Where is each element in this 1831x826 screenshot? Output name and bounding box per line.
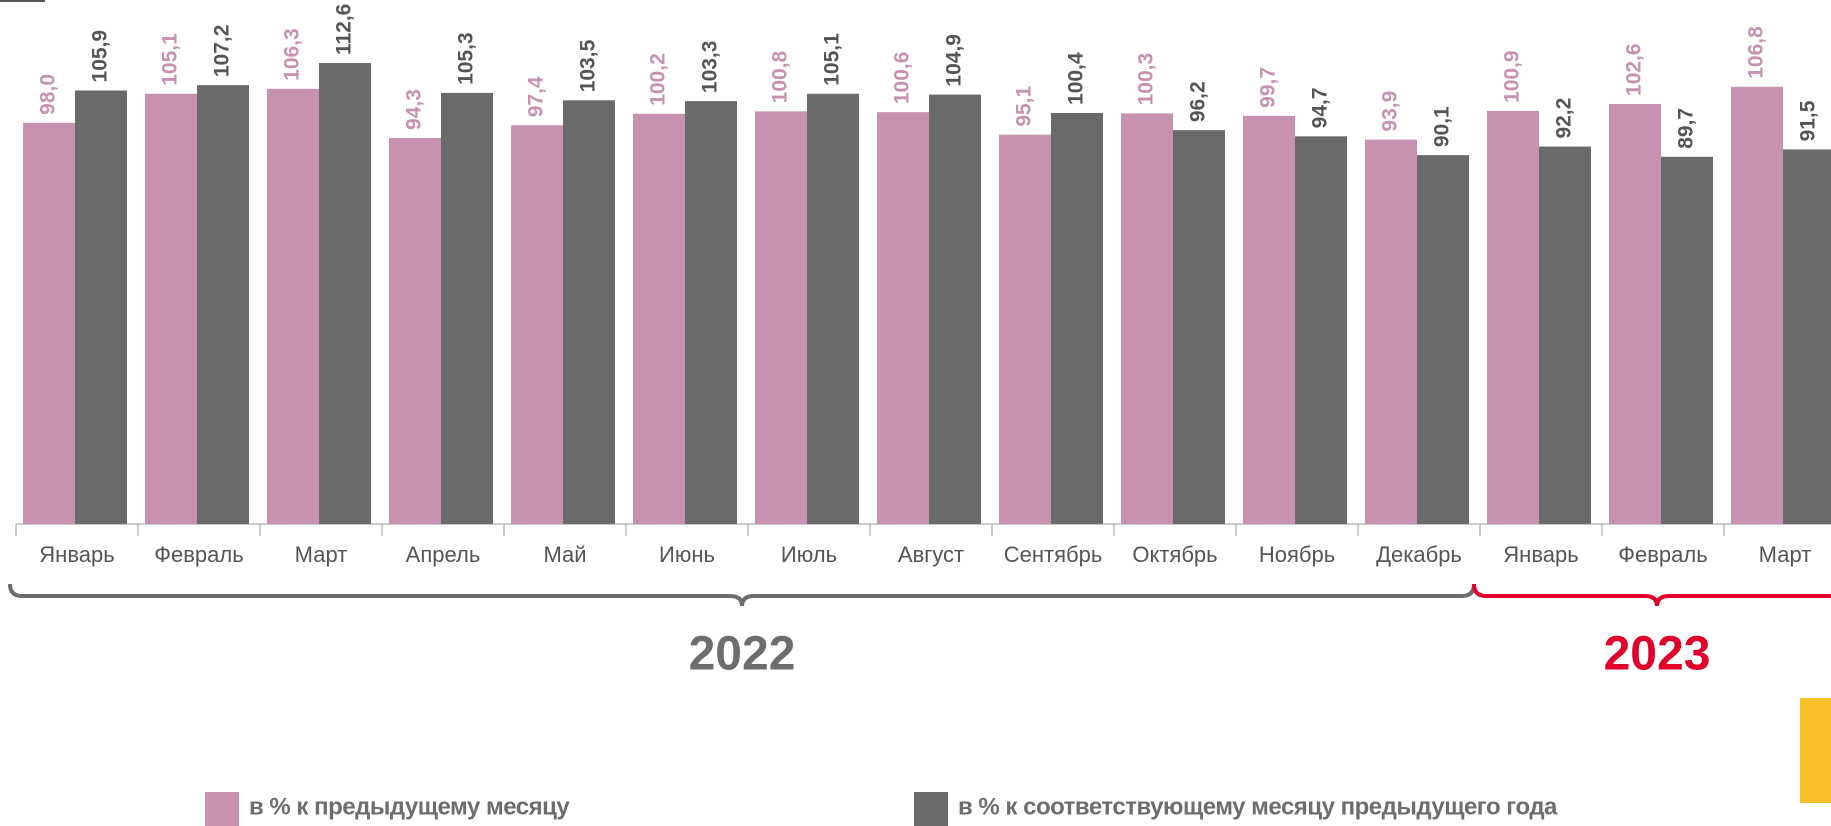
bar: [685, 101, 737, 524]
value-label: 112,6: [333, 4, 356, 55]
group-brace: [1472, 583, 1831, 607]
value-label: 106,8: [1745, 26, 1768, 79]
bar: [1661, 156, 1713, 524]
value-label: 105,1: [821, 33, 844, 86]
bar: [23, 122, 75, 524]
bar: [145, 93, 197, 524]
value-label: 95,1: [1013, 85, 1036, 126]
value-label: 90,1: [1431, 106, 1454, 147]
bar: [319, 63, 371, 524]
x-tick-label: Май: [543, 542, 586, 567]
bar: [563, 100, 615, 524]
x-tick-label: Октябрь: [1132, 542, 1217, 567]
value-label: 100,9: [1501, 50, 1524, 103]
bar: [1295, 136, 1347, 524]
legend-swatch: [205, 792, 239, 826]
value-label: 100,2: [647, 53, 670, 106]
value-label: 103,3: [699, 41, 722, 94]
value-label: 89,7: [1675, 108, 1698, 149]
value-label: 92,2: [1553, 98, 1576, 139]
value-label: 107,2: [211, 25, 234, 78]
bar: [633, 113, 685, 525]
value-label: 93,9: [1379, 91, 1402, 132]
value-label: 99,7: [1257, 67, 1280, 108]
legend-swatch: [914, 792, 948, 826]
group-brace: [8, 583, 1476, 607]
bar: [1365, 139, 1417, 525]
bar: [267, 88, 319, 524]
value-label: 103,5: [577, 39, 600, 92]
bar: [197, 85, 249, 525]
value-label: 100,8: [769, 50, 792, 103]
value-label: 105,1: [159, 33, 182, 86]
bar: [1173, 130, 1225, 524]
value-label: 102,6: [1623, 43, 1646, 96]
bar: [999, 134, 1051, 524]
x-tick-label: Январь: [1503, 542, 1578, 567]
bar: [1487, 110, 1539, 525]
bar: [1051, 112, 1103, 525]
value-label: 91,5: [1797, 100, 1820, 141]
x-tick-label: Август: [898, 542, 964, 567]
bar: [1417, 155, 1469, 524]
x-tick-label: Июнь: [659, 542, 715, 567]
group-label: 2023: [1604, 628, 1711, 681]
bar: [441, 92, 493, 524]
x-tick-label: Март: [1759, 542, 1812, 567]
x-tick-label: Февраль: [1618, 542, 1707, 567]
x-tick-label: Июль: [781, 542, 837, 567]
bar: [389, 137, 441, 524]
value-label: 98,0: [37, 74, 60, 115]
value-label: 106,3: [281, 28, 304, 81]
x-tick-label: Апрель: [406, 542, 481, 567]
bar: [755, 111, 807, 524]
bar: [1121, 113, 1173, 524]
x-tick-label: Март: [295, 542, 348, 567]
value-label: 94,3: [403, 89, 426, 130]
bar: [1731, 86, 1783, 524]
value-label: 105,9: [89, 30, 112, 83]
x-tick-label: Январь: [39, 542, 114, 567]
legend-label: в % к соответствующему месяцу предыдущег…: [958, 793, 1558, 820]
bar: [807, 93, 859, 524]
bar: [511, 125, 563, 525]
value-label: 105,3: [455, 32, 478, 85]
value-label: 100,6: [891, 52, 914, 105]
bar: [1243, 115, 1295, 525]
group-label: 2022: [689, 628, 796, 681]
x-tick-label: Декабрь: [1376, 542, 1462, 567]
value-label: 96,2: [1187, 81, 1210, 122]
value-label: 100,4: [1065, 52, 1088, 105]
x-tick-label: Февраль: [154, 542, 243, 567]
bar: [1539, 146, 1591, 524]
value-label: 94,7: [1309, 87, 1332, 128]
value-label: 104,9: [943, 34, 966, 87]
value-label: 97,4: [525, 76, 548, 117]
bar: [1783, 149, 1831, 524]
value-label: 100,3: [1135, 53, 1158, 106]
x-tick-label: Сентябрь: [1004, 542, 1103, 567]
bar: [877, 112, 929, 524]
bar: [929, 94, 981, 525]
bar: [75, 90, 127, 525]
x-tick-label: Ноябрь: [1259, 542, 1335, 567]
bar: [1609, 103, 1661, 524]
legend-label: в % к предыдущему месяцу: [249, 793, 570, 820]
decor-block: [1800, 698, 1831, 803]
